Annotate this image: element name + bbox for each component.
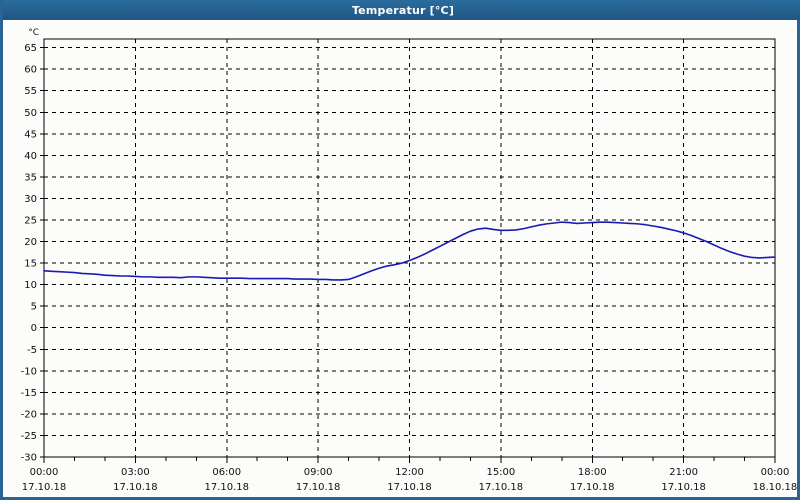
x-axis-date-label: 17.10.18: [204, 482, 249, 493]
x-axis-time-label: 15:00: [486, 467, 515, 478]
x-axis-date-label: 17.10.18: [387, 482, 432, 493]
y-axis-tick-label: 20: [24, 237, 37, 248]
y-axis-tick-label: 15: [24, 259, 37, 270]
y-axis-unit-label: °C: [28, 28, 39, 38]
y-axis-tick-label: 0: [31, 323, 37, 334]
x-axis-minor-ticks: [43, 457, 776, 463]
x-axis-date-label: 17.10.18: [113, 482, 158, 493]
y-axis-tick-label: 25: [24, 215, 37, 226]
y-axis-tick-label: 65: [24, 43, 37, 54]
y-axis-tick-label: -20: [21, 409, 37, 420]
x-axis-tick-labels: 00:00 17.10.18 03:00 17.10.18 06:00 17.10.18 0…: [22, 467, 797, 493]
chart-background: [3, 20, 797, 497]
x-axis-time-label: 06:00: [212, 467, 241, 478]
y-axis-tick-label: -25: [21, 431, 37, 442]
temperature-line-chart: 65605550454035302520151050-5-10-15-20-25…: [3, 20, 797, 497]
x-axis-time-label: 09:00: [304, 467, 333, 478]
x-axis-date-label: 17.10.18: [296, 482, 341, 493]
x-axis-date-label: 17.10.18: [22, 482, 67, 493]
y-axis-tick-label: 45: [24, 129, 37, 140]
y-axis-tick-label: -10: [21, 366, 37, 377]
temperature-series-line: [43, 221, 776, 281]
y-axis-tick-label: 55: [24, 86, 37, 97]
x-axis-time-label: 03:00: [121, 467, 150, 478]
y-axis-unit-label-text: °C: [28, 28, 39, 38]
y-axis-tick-label: 35: [24, 172, 37, 183]
y-axis-tick-label: 50: [24, 108, 37, 119]
x-axis-date-label: 18.10.18: [753, 482, 797, 493]
y-axis-tick-label: -30: [21, 453, 37, 464]
x-axis-time-label: 18:00: [578, 467, 607, 478]
y-axis-tick-label: 30: [24, 194, 37, 205]
x-axis-time-label: 21:00: [669, 467, 698, 478]
plot-frame: [43, 38, 776, 458]
chart-plot-area: 65 60 55 50 45 40 35 30 25 20 15 10 5 0 -5 -10 -15 -20 -25…: [3, 20, 797, 497]
y-axis-tick-label: -5: [27, 345, 37, 356]
window-title-bar: Temperatur [°C]: [3, 0, 800, 20]
x-axis-date-label: 17.10.18: [570, 482, 615, 493]
y-axis-tick-label: 5: [31, 302, 37, 313]
y-axis-tick-label: 40: [24, 151, 37, 162]
y-axis-tick-label: 60: [24, 65, 37, 76]
y-axis-tick-label: 10: [24, 280, 37, 291]
y-axis-tick-labels: 65605550454035302520151050-5-10-15-20-25…: [21, 43, 44, 464]
x-axis-time-label: 00:00: [761, 467, 790, 478]
x-axis-date-label: 17.10.18: [661, 482, 706, 493]
window-title: Temperatur [°C]: [351, 3, 455, 17]
x-axis-date-label: 17.10.18: [479, 482, 524, 493]
vertical-gridlines: [134, 39, 685, 457]
x-axis-time-label: 12:00: [395, 467, 424, 478]
y-axis-tick-label: -15: [21, 388, 37, 399]
x-axis-time-label: 00:00: [30, 467, 59, 478]
